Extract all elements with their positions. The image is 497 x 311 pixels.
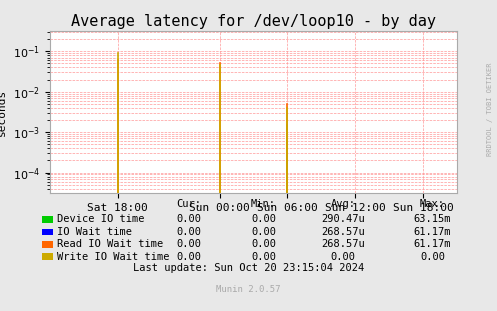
Text: Min:: Min:: [251, 199, 276, 209]
Text: 0.00: 0.00: [251, 252, 276, 262]
Text: Write IO Wait time: Write IO Wait time: [57, 252, 169, 262]
Text: 0.00: 0.00: [420, 252, 445, 262]
Text: 61.17m: 61.17m: [414, 227, 451, 237]
Text: Read IO Wait time: Read IO Wait time: [57, 239, 164, 249]
Text: IO Wait time: IO Wait time: [57, 227, 132, 237]
Text: Avg:: Avg:: [331, 199, 355, 209]
Text: 0.00: 0.00: [251, 239, 276, 249]
Title: Average latency for /dev/loop10 - by day: Average latency for /dev/loop10 - by day: [71, 14, 436, 29]
Text: 63.15m: 63.15m: [414, 214, 451, 224]
Text: 0.00: 0.00: [251, 227, 276, 237]
Text: Cur:: Cur:: [176, 199, 201, 209]
Text: 0.00: 0.00: [176, 252, 201, 262]
Text: Last update: Sun Oct 20 23:15:04 2024: Last update: Sun Oct 20 23:15:04 2024: [133, 262, 364, 272]
Text: 0.00: 0.00: [176, 227, 201, 237]
Text: 0.00: 0.00: [176, 239, 201, 249]
Text: Device IO time: Device IO time: [57, 214, 145, 224]
Text: 268.57u: 268.57u: [321, 239, 365, 249]
Text: Munin 2.0.57: Munin 2.0.57: [216, 285, 281, 294]
Text: 268.57u: 268.57u: [321, 227, 365, 237]
Text: 0.00: 0.00: [176, 214, 201, 224]
Text: Max:: Max:: [420, 199, 445, 209]
Text: 0.00: 0.00: [331, 252, 355, 262]
Text: 0.00: 0.00: [251, 214, 276, 224]
Text: RRDTOOL / TOBI OETIKER: RRDTOOL / TOBI OETIKER: [487, 62, 493, 156]
Y-axis label: seconds: seconds: [0, 88, 7, 136]
Text: 61.17m: 61.17m: [414, 239, 451, 249]
Text: 290.47u: 290.47u: [321, 214, 365, 224]
